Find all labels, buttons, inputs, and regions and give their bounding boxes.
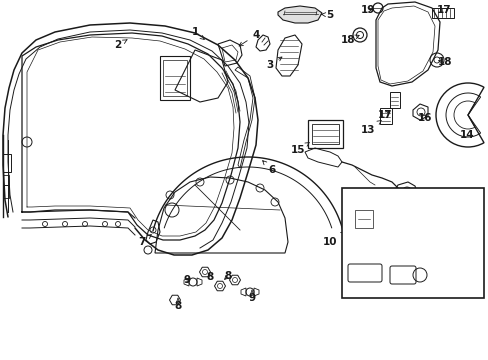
Bar: [3, 175, 9, 185]
Text: 8: 8: [224, 271, 231, 281]
Text: 3: 3: [266, 57, 282, 70]
Text: 1: 1: [191, 27, 204, 39]
Text: 12: 12: [410, 190, 428, 200]
Bar: [354, 210, 372, 228]
Text: 9: 9: [183, 275, 190, 285]
Polygon shape: [278, 6, 321, 23]
Text: 11: 11: [456, 245, 470, 255]
Text: 19: 19: [360, 5, 374, 15]
Text: 4: 4: [239, 30, 259, 46]
Bar: [431, 8, 453, 18]
Text: 6: 6: [262, 161, 275, 175]
Text: 7: 7: [138, 235, 151, 247]
Bar: [379, 108, 391, 124]
Text: 10: 10: [322, 232, 344, 247]
Bar: [341, 188, 483, 298]
Bar: [389, 92, 399, 108]
Text: 18: 18: [437, 57, 451, 67]
Bar: [3, 185, 9, 198]
Text: 17: 17: [377, 110, 391, 120]
Text: 9: 9: [248, 290, 255, 303]
Text: 8: 8: [206, 272, 213, 282]
Text: 16: 16: [417, 113, 431, 123]
Bar: [3, 154, 11, 172]
Text: 17: 17: [436, 5, 450, 15]
Bar: [163, 60, 186, 96]
Text: 14: 14: [459, 130, 474, 140]
Text: 18: 18: [340, 35, 358, 45]
Text: 15: 15: [290, 143, 308, 155]
Text: 13: 13: [360, 121, 381, 135]
Text: 2: 2: [114, 40, 127, 50]
Text: 5: 5: [320, 10, 333, 20]
Text: 8: 8: [174, 298, 181, 311]
Bar: [160, 56, 190, 100]
Bar: [311, 124, 338, 144]
Bar: [307, 120, 342, 148]
